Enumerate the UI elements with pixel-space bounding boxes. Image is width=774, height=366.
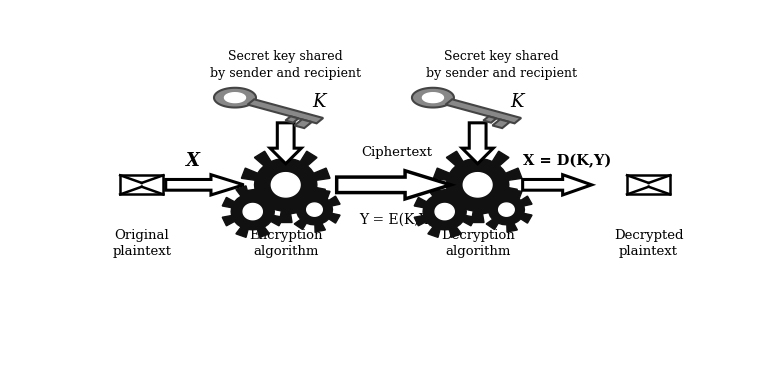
Text: X: X	[186, 152, 200, 170]
Polygon shape	[522, 175, 591, 195]
Polygon shape	[483, 116, 496, 123]
Polygon shape	[224, 93, 245, 102]
Bar	[120, 175, 163, 194]
Polygon shape	[481, 187, 532, 232]
Text: Encryption
algorithm: Encryption algorithm	[249, 228, 323, 258]
Polygon shape	[166, 175, 244, 195]
Polygon shape	[446, 99, 521, 123]
Polygon shape	[214, 88, 256, 108]
Polygon shape	[307, 203, 322, 216]
Polygon shape	[435, 203, 454, 220]
Text: K: K	[312, 93, 325, 111]
Polygon shape	[289, 187, 340, 232]
Polygon shape	[241, 147, 330, 223]
Polygon shape	[248, 99, 324, 123]
Polygon shape	[222, 186, 283, 238]
Polygon shape	[414, 186, 475, 238]
Bar	[627, 175, 670, 194]
Text: X = D(K,Y): X = D(K,Y)	[522, 154, 611, 168]
Polygon shape	[412, 88, 454, 108]
Polygon shape	[272, 173, 300, 197]
Text: Y = E(K,X): Y = E(K,X)	[359, 213, 434, 227]
Polygon shape	[433, 147, 522, 223]
Polygon shape	[286, 116, 299, 123]
Text: Secret key shared
by sender and recipient: Secret key shared by sender and recipien…	[426, 49, 577, 79]
Text: K: K	[510, 93, 523, 111]
Text: Decryption
algorithm: Decryption algorithm	[440, 228, 515, 258]
Polygon shape	[243, 203, 262, 220]
Text: Ciphertext: Ciphertext	[361, 146, 432, 159]
Polygon shape	[462, 123, 493, 164]
Polygon shape	[423, 93, 444, 102]
Text: Original
plaintext: Original plaintext	[112, 228, 171, 258]
Polygon shape	[337, 171, 450, 199]
Polygon shape	[294, 119, 312, 128]
Polygon shape	[498, 203, 514, 216]
Text: Decrypted
plaintext: Decrypted plaintext	[614, 228, 683, 258]
Text: Secret key shared
by sender and recipient: Secret key shared by sender and recipien…	[211, 49, 361, 79]
Polygon shape	[492, 119, 510, 128]
Polygon shape	[270, 123, 301, 164]
Polygon shape	[464, 173, 492, 197]
